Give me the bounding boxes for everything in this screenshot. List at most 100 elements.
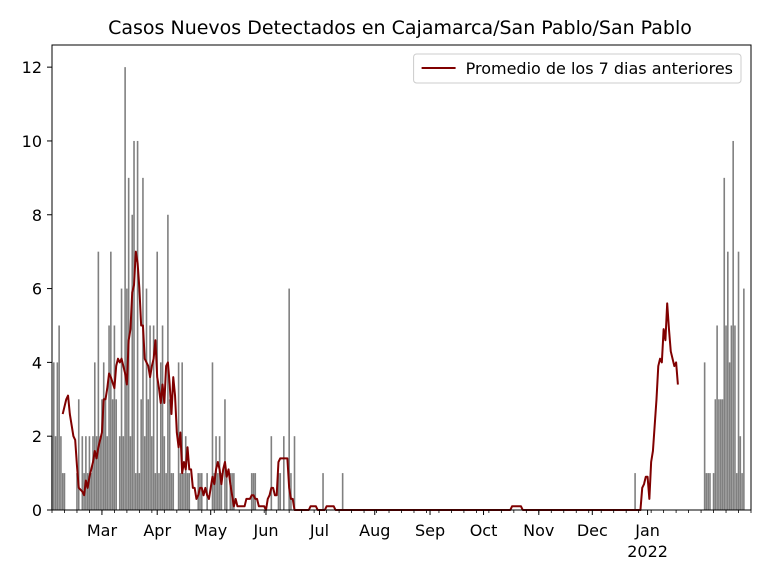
bar [151, 436, 153, 510]
x-tick-label: Nov [523, 521, 554, 540]
bar [122, 436, 125, 510]
bar [131, 214, 134, 510]
bar [168, 399, 171, 510]
bar [60, 436, 62, 510]
bar [149, 325, 151, 510]
bar [322, 473, 324, 510]
bar [735, 473, 738, 510]
bar [93, 362, 96, 510]
bar [99, 436, 101, 510]
bar [152, 325, 155, 510]
bar [229, 473, 232, 510]
bar [270, 436, 273, 510]
bar [719, 399, 722, 510]
bar [161, 325, 164, 510]
y-tick-label: 8 [32, 206, 42, 225]
bar [703, 362, 706, 510]
x-tick-label: Jun [252, 521, 278, 540]
bar [712, 473, 715, 510]
bar [718, 399, 720, 510]
bar [76, 473, 78, 510]
bar [56, 362, 59, 510]
series-line [61, 250, 679, 511]
bar [224, 399, 226, 510]
bar [183, 473, 185, 510]
x-tick-label: Sep [415, 521, 445, 540]
bar [217, 473, 219, 510]
y-tick-label: 6 [32, 280, 42, 299]
bar [118, 436, 121, 510]
axes-layer: 0 2 4 6 8 10 12 Mar Apr May Jun Jul Aug Sep Oct Nov Dec J… [22, 44, 752, 561]
x-tick-label: Oct [470, 521, 498, 540]
legend-label: Promedio de los 7 dias anteriores [466, 59, 733, 78]
bar [126, 288, 128, 510]
bar [90, 473, 93, 510]
bar [85, 436, 87, 510]
bar [634, 473, 636, 510]
y-tick-label: 0 [32, 501, 42, 520]
x-tick-label: May [194, 521, 227, 540]
bar [254, 473, 257, 510]
bar [165, 473, 167, 510]
bar [252, 473, 255, 510]
bar [250, 473, 253, 510]
bar [177, 362, 180, 510]
bar [158, 473, 160, 510]
bar [743, 288, 745, 510]
bar [120, 288, 123, 510]
bar [129, 436, 132, 510]
bar [213, 473, 216, 510]
bar [143, 436, 146, 510]
bar [159, 362, 162, 510]
bar [728, 362, 731, 510]
bar [741, 473, 743, 510]
bar [52, 362, 55, 510]
chart-title: Casos Nuevos Detectados en Cajamarca/San… [108, 17, 692, 39]
bar [104, 399, 107, 510]
bar [106, 436, 109, 510]
bar [730, 325, 733, 510]
x-tick-label: Dec [577, 521, 608, 540]
bar [293, 436, 296, 510]
bar [136, 140, 139, 510]
y-tick-label: 4 [32, 353, 42, 372]
bar [727, 251, 729, 511]
bar [81, 436, 84, 510]
line-layer [61, 250, 679, 511]
bar [184, 436, 187, 510]
bar [211, 362, 214, 510]
bar [110, 251, 112, 511]
bar [220, 473, 223, 510]
bar [135, 473, 137, 510]
bar [124, 67, 126, 510]
bar [101, 399, 103, 510]
bar [709, 473, 711, 510]
x-tick-label: Mar [87, 521, 118, 540]
x-tick-label: Jul [309, 521, 329, 540]
bar [163, 436, 166, 510]
x-tick-label: Apr [143, 521, 171, 540]
bar [739, 436, 742, 510]
bar [188, 473, 191, 510]
bar [54, 436, 57, 510]
bar [283, 436, 285, 510]
bar [186, 473, 189, 510]
bar [113, 325, 116, 510]
bar [140, 399, 142, 510]
bar [714, 399, 717, 510]
bar [225, 473, 228, 510]
bar [732, 140, 734, 510]
bar [154, 473, 157, 510]
x-tick-sublabel: 2022 [627, 542, 668, 561]
bar [108, 325, 110, 510]
bar [279, 473, 282, 510]
y-tick-label: 2 [32, 427, 42, 446]
bar [95, 436, 98, 510]
bar [92, 436, 94, 510]
legend-box [413, 53, 742, 84]
y-tick-label: 12 [22, 58, 42, 77]
bar [86, 473, 89, 510]
bar [145, 288, 148, 510]
bar [725, 325, 727, 510]
